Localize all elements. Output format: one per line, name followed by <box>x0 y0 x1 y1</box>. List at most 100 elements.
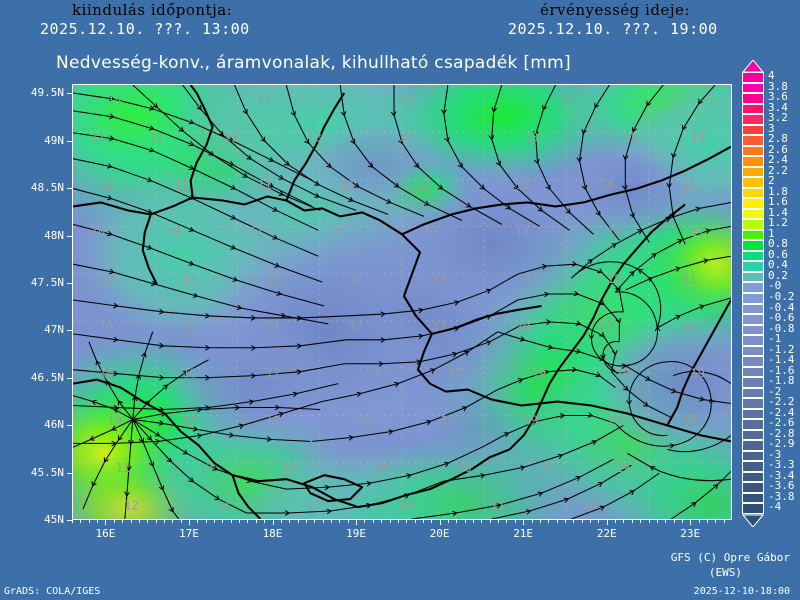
colorbar-swatch <box>742 261 764 272</box>
colorbar-swatch <box>742 461 764 472</box>
pw-value-label: 10 <box>91 225 105 239</box>
pw-value-label: 13 <box>516 178 530 192</box>
colorbar-swatch <box>742 335 764 346</box>
x-minor-tick <box>690 520 692 523</box>
x-tick-label: 21E <box>513 527 534 540</box>
colorbar-tick-label: 3.6 <box>768 90 788 104</box>
colorbar-swatch <box>742 482 764 493</box>
pw-value-label: 20 <box>582 499 596 513</box>
x-minor-tick <box>264 520 266 523</box>
x-minor-tick <box>681 520 683 523</box>
x-minor-tick <box>364 520 366 523</box>
x-minor-tick <box>255 520 257 523</box>
x-tick-label: 22E <box>596 527 617 540</box>
colorbar-swatch <box>742 135 764 146</box>
colorbar-tick-label: 2 <box>768 174 775 188</box>
colorbar-tick-label: -0.6 <box>768 311 795 325</box>
colorbar-swatch <box>742 492 764 504</box>
colorbar-tick-label: 0.8 <box>768 237 788 251</box>
colorbar-tick-label: -0.4 <box>768 300 795 314</box>
colorbar-bottom-arrow <box>742 514 764 527</box>
colorbar-tick-label: 3.8 <box>768 79 788 93</box>
colorbar-tick-label: -3.4 <box>768 468 795 482</box>
x-tick-label: 20E <box>429 527 450 540</box>
colorbar-tick-label: 2.2 <box>768 163 788 177</box>
grads-credit: GrADS: COLA/IGES <box>4 586 101 597</box>
colorbar-swatch <box>742 293 764 304</box>
pw-value-label: 19 <box>607 272 621 286</box>
x-minor-tick <box>122 520 124 523</box>
x-minor-tick <box>172 520 174 523</box>
pw-value-label: 14 <box>282 461 296 475</box>
x-minor-tick <box>640 520 642 523</box>
y-tick-label: 47N <box>44 323 64 337</box>
colorbar-tick-label: 1 <box>768 226 775 240</box>
colorbar-tick-label: 1.2 <box>768 216 788 230</box>
pw-value-label: 17 <box>691 225 705 239</box>
y-tick-mark <box>67 377 72 379</box>
x-minor-tick <box>506 520 508 523</box>
x-minor-tick <box>97 520 99 523</box>
pw-value-label: 13 <box>224 131 238 145</box>
colorbar-swatch <box>742 324 764 336</box>
x-minor-tick <box>356 520 358 523</box>
map-canvas: 14 14 16 12 11 12 13 13 12 13 15 14 11 11 11 11 12 13 14 15… <box>73 85 731 519</box>
x-minor-tick <box>456 520 458 523</box>
y-tick-mark <box>67 140 72 142</box>
colorbar[interactable]: 4 3.8 3.6 3.4 3.2 3 2.8 2.6 2.4 2.2 2 1.8 1.6 1.4 1.2 1… <box>742 70 795 514</box>
pw-value-label: 20 <box>599 319 613 333</box>
x-minor-tick <box>397 520 399 523</box>
colorbar-swatch <box>742 377 764 388</box>
pw-value-label: 12 <box>399 131 413 145</box>
pw-value-label: 14 <box>257 93 271 107</box>
colorbar-tick-label: -2.6 <box>768 416 795 430</box>
pw-value-label: 11 <box>174 178 188 192</box>
colorbar-swatch <box>742 450 764 462</box>
pw-value-label: 16 <box>607 225 621 239</box>
x-minor-tick <box>481 520 483 523</box>
x-minor-tick <box>372 520 374 523</box>
x-minor-tick <box>548 520 550 523</box>
x-minor-tick <box>289 520 291 523</box>
colorbar-tick-label: 1.6 <box>768 195 788 209</box>
colorbar-swatch <box>742 187 764 199</box>
colorbar-swatch <box>742 82 764 94</box>
colorbar-swatch <box>742 282 764 293</box>
colorbar-swatch <box>742 366 764 378</box>
pw-value-label: 11 <box>257 178 271 192</box>
pw-value-label: 14 <box>599 178 613 192</box>
y-tick-label: 45.5N <box>30 465 64 479</box>
colorbar-swatch <box>742 345 764 357</box>
colorbar-tick-label: -1.8 <box>768 374 795 388</box>
valid-time-label: érvényesség ideje: <box>540 1 690 19</box>
x-minor-tick <box>230 520 232 523</box>
pw-value-label: 13 <box>349 319 363 333</box>
x-minor-tick <box>180 520 182 523</box>
pw-value-label: 11 <box>341 178 355 192</box>
pw-value-label: 20 <box>516 319 530 333</box>
x-minor-tick <box>431 520 433 523</box>
pw-value-label: 10 <box>182 414 196 428</box>
x-minor-tick <box>305 520 307 523</box>
y-tick-mark <box>67 425 72 427</box>
pw-value-label: 18 <box>441 414 455 428</box>
x-minor-tick <box>155 520 157 523</box>
pw-value-label: 15 <box>432 272 446 286</box>
x-minor-tick <box>539 520 541 523</box>
y-tick-label: 49N <box>44 133 64 147</box>
colorbar-swatch <box>742 103 764 115</box>
x-minor-tick <box>147 520 149 523</box>
x-minor-tick <box>673 520 675 523</box>
pw-value-label: 11 <box>182 272 196 286</box>
x-minor-tick <box>406 520 408 523</box>
pw-value-label: 12 <box>266 272 280 286</box>
x-minor-tick <box>715 520 717 523</box>
x-minor-tick <box>239 520 241 523</box>
init-time-label: kiindulás időpontja: <box>72 1 233 19</box>
y-tick-label: 48N <box>44 228 64 242</box>
x-minor-tick <box>598 520 600 523</box>
colorbar-tick-label: -2.2 <box>768 395 795 409</box>
colorbar-tick-label: 2.4 <box>768 153 788 167</box>
colorbar-swatch <box>742 156 764 167</box>
page-title: Nedvesség-konv., áramvonalak, kihullható… <box>56 53 571 73</box>
